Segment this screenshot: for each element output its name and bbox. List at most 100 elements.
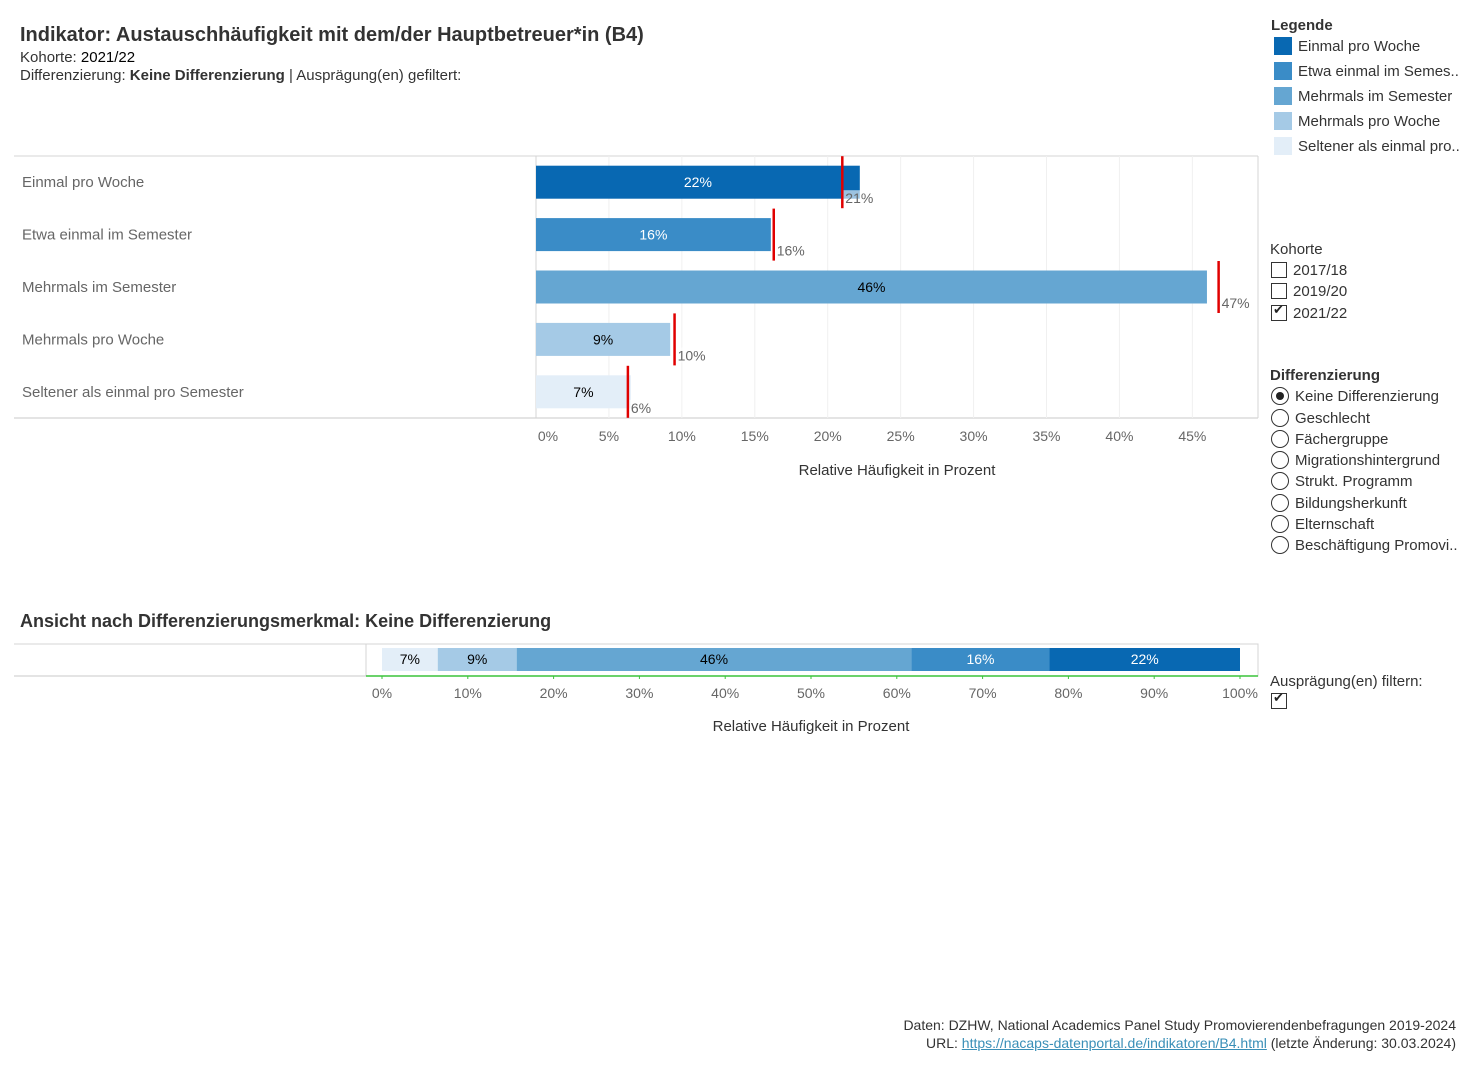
radio-icon[interactable] <box>1271 472 1289 490</box>
auspraegung-filter-label: Ausprägung(en) filtern: <box>1270 673 1423 690</box>
x-tick-label: 40% <box>1105 428 1133 444</box>
footer-updated: (letzte Änderung: 30.03.2024) <box>1270 1035 1456 1051</box>
differenzierung-option-label: Elternschaft <box>1295 515 1375 533</box>
x-tick-label: 80% <box>1054 685 1082 701</box>
segment-value-label: 9% <box>467 651 487 667</box>
x-tick-label: 100% <box>1222 685 1258 701</box>
x-tick-label: 0% <box>538 428 558 444</box>
reference-label-bg <box>842 190 869 206</box>
differenzierung-option[interactable]: Beschäftigung Promovi.. <box>1271 535 1458 555</box>
legend-label: Einmal pro Woche <box>1298 37 1421 55</box>
stacked-segment <box>516 648 912 671</box>
kohorte-line: Kohorte: 2021/22 <box>20 49 135 66</box>
category-label: Mehrmals pro Woche <box>22 331 164 348</box>
footer-url-line: URL: https://nacaps-datenportal.de/indik… <box>926 1035 1456 1051</box>
differenzierung-value: Keine Differenzierung <box>129 67 285 84</box>
kohorte-value: 2021/22 <box>80 49 136 66</box>
checkbox-icon[interactable] <box>1271 303 1287 321</box>
category-label: Seltener als einmal pro Semester <box>22 384 244 401</box>
checkbox-icon[interactable] <box>1271 262 1287 278</box>
checkbox-icon[interactable] <box>1271 691 1287 709</box>
category-label: Etwa einmal im Semester <box>22 227 192 244</box>
stacked-bar-chart: 7% 9% 46% 16% 22% 0% 10% 20% 30% 40% 50% 60% 70% 80% 9… <box>14 643 1259 735</box>
x-axis-title: Relative Häufigkeit in Prozent <box>799 462 997 479</box>
bar-value-label: 7% <box>573 384 593 400</box>
differenzierung-option[interactable]: Migrationshintergrund <box>1271 450 1440 470</box>
radio-icon[interactable] <box>1271 515 1289 533</box>
bar <box>536 270 1207 304</box>
radio-icon[interactable] <box>1271 430 1289 448</box>
legend-swatch <box>1274 112 1292 130</box>
stacked-segment <box>1049 648 1240 671</box>
stacked-segment <box>382 648 438 671</box>
x-tick-label: 30% <box>960 428 988 444</box>
legend-item[interactable]: Einmal pro Woche <box>1274 36 1420 56</box>
radio-icon[interactable] <box>1271 451 1289 469</box>
x-tick-label: 50% <box>797 685 825 701</box>
reference-label-bg <box>1218 295 1245 310</box>
kohorte-option-2017-18[interactable]: 2017/18 <box>1271 260 1347 280</box>
differenzierung-label: Differenzierung: <box>20 67 126 84</box>
radio-icon[interactable] <box>1271 409 1289 427</box>
differenzierung-option[interactable]: Fächergruppe <box>1271 429 1388 449</box>
differenzierung-option[interactable]: Geschlecht <box>1271 408 1370 428</box>
radio-icon[interactable] <box>1271 536 1289 554</box>
x-tick-label: 60% <box>883 685 911 701</box>
differenzierung-option-label: Bildungsherkunft <box>1295 494 1407 512</box>
x-tick-label: 45% <box>1178 428 1206 444</box>
differenzierung-option[interactable]: Elternschaft <box>1271 514 1374 534</box>
differenzierung-option-label: Strukt. Programm <box>1295 472 1413 490</box>
reference-label-bg <box>627 399 646 415</box>
footer-source: Daten: DZHW, National Academics Panel St… <box>903 1017 1456 1033</box>
legend-item[interactable]: Mehrmals im Semester <box>1274 86 1452 106</box>
x-tick-label: 30% <box>625 685 653 701</box>
radio-icon[interactable] <box>1271 387 1289 405</box>
kohorte-label: Kohorte: <box>20 49 77 66</box>
x-tick-label: 40% <box>711 685 739 701</box>
section2-title: Ansicht nach Differenzierungsmerkmal: Ke… <box>20 611 552 631</box>
differenzierung-option-label: Keine Differenzierung <box>1295 387 1439 405</box>
differenzierung-option[interactable]: Keine Differenzierung <box>1271 386 1439 406</box>
stacked-segment <box>437 648 517 671</box>
x-tick-label: 15% <box>741 428 769 444</box>
legend-label: Seltener als einmal pro.. <box>1298 137 1460 155</box>
legend-item[interactable]: Seltener als einmal pro.. <box>1274 136 1460 156</box>
legend-label: Mehrmals pro Woche <box>1298 112 1441 130</box>
checkbox-icon[interactable] <box>1271 283 1287 299</box>
differenzierung-line: Differenzierung: Keine Differenzierung |… <box>20 67 461 84</box>
reference-label-bg <box>674 347 701 363</box>
segment-value-label: 22% <box>1131 651 1159 667</box>
segment-value-label: 46% <box>700 651 728 667</box>
auspraegung-filter-toggle[interactable] <box>1271 691 1293 711</box>
legend-swatch <box>1274 62 1292 80</box>
x-tick-label: 20% <box>540 685 568 701</box>
differenzierung-suffix: | Ausprägung(en) gefiltert: <box>289 67 462 84</box>
x-tick-label: 10% <box>454 685 482 701</box>
legend-swatch <box>1274 87 1292 105</box>
kohorte-option-2019-20[interactable]: 2019/20 <box>1271 281 1347 301</box>
legend-swatch <box>1274 137 1292 155</box>
category-label: Einmal pro Woche <box>22 174 144 191</box>
bar <box>536 165 860 199</box>
bar <box>536 375 631 409</box>
footer-url-link[interactable]: https://nacaps-datenportal.de/indikatore… <box>961 1035 1267 1051</box>
x-tick-label: 25% <box>887 428 915 444</box>
segment-value-label: 16% <box>966 651 994 667</box>
legend-item[interactable]: Etwa einmal im Semes.. <box>1274 61 1459 81</box>
reference-label-bg <box>773 242 800 258</box>
frequency-bar-chart: 0% 5% 10% 15% 20% 25% 30% 35% 40% 45% Relative Häu… <box>14 155 1259 479</box>
reference-value-label: 16% <box>777 243 805 259</box>
category-label: Mehrmals im Semester <box>22 279 176 296</box>
radio-icon[interactable] <box>1271 494 1289 512</box>
reference-value-label: 47% <box>1222 295 1250 311</box>
legend-item[interactable]: Mehrmals pro Woche <box>1274 111 1440 131</box>
bar <box>536 322 671 356</box>
bar <box>536 218 771 252</box>
differenzierung-option[interactable]: Strukt. Programm <box>1271 471 1413 491</box>
differenzierung-filter-label: Differenzierung <box>1270 367 1381 384</box>
page-title: Indikator: Austauschhäufigkeit mit dem/d… <box>20 24 644 46</box>
kohorte-option-2021-22[interactable]: 2021/22 <box>1271 303 1347 323</box>
differenzierung-option[interactable]: Bildungsherkunft <box>1271 493 1407 513</box>
differenzierung-option-label: Migrationshintergrund <box>1295 451 1441 469</box>
reference-value-label: 10% <box>678 347 706 363</box>
